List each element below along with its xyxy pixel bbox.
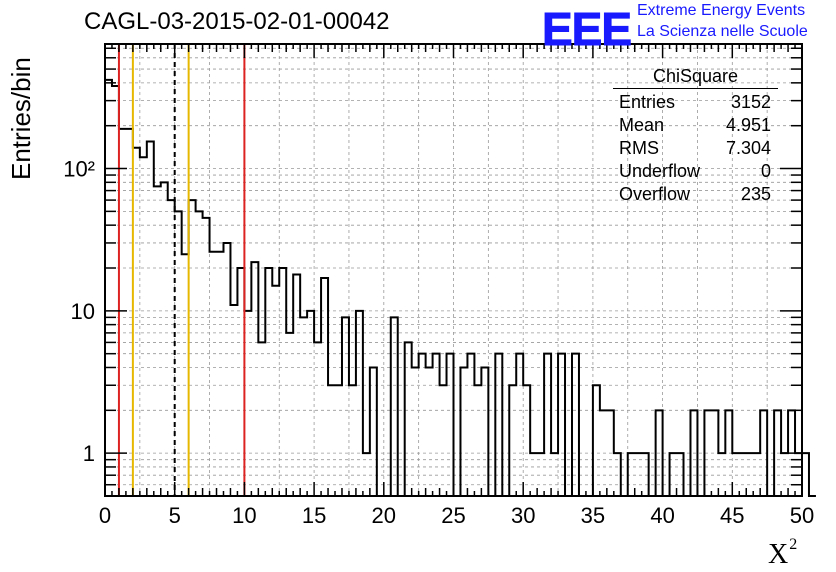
logo-line-1: Extreme Energy Events	[637, 2, 806, 19]
stats-row-entries: Entries 3152	[619, 92, 771, 112]
x-tick-label: 40	[650, 503, 674, 528]
logo-line-2: La Scienza nelle Scuole	[637, 23, 808, 40]
y-tick-label: 10	[71, 299, 95, 324]
x-tick-label: 0	[99, 503, 111, 528]
x-axis-label: X2	[768, 536, 798, 570]
x-tick-label: 15	[302, 503, 326, 528]
stats-row-underflow: Underflow 0	[619, 161, 771, 181]
stats-title: ChiSquare	[613, 66, 778, 89]
stats-box: ChiSquare Entries 3152 Mean 4.951 RMS 7.304…	[613, 66, 778, 206]
stats-row-mean: Mean 4.951	[619, 115, 771, 135]
x-tick-label: 5	[169, 503, 181, 528]
eee-logo: EEE	[541, 3, 632, 56]
x-tick-label: 25	[441, 503, 465, 528]
y-tick-label: 1	[83, 441, 95, 466]
x-tick-label: 30	[511, 503, 535, 528]
x-tick-label: 35	[581, 503, 605, 528]
x-tick-label: 45	[720, 503, 744, 528]
x-tick-label: 20	[372, 503, 396, 528]
stats-row-rms: RMS 7.304	[619, 138, 771, 158]
y-tick-label: 10²	[63, 157, 95, 182]
y-axis-label: Entries/bin	[6, 57, 36, 180]
stats-row-overflow: Overflow 235	[619, 184, 771, 204]
x-tick-label: 10	[232, 503, 256, 528]
chart-title: CAGL-03-2015-02-01-00042	[84, 8, 390, 35]
x-tick-label: 50	[790, 503, 814, 528]
